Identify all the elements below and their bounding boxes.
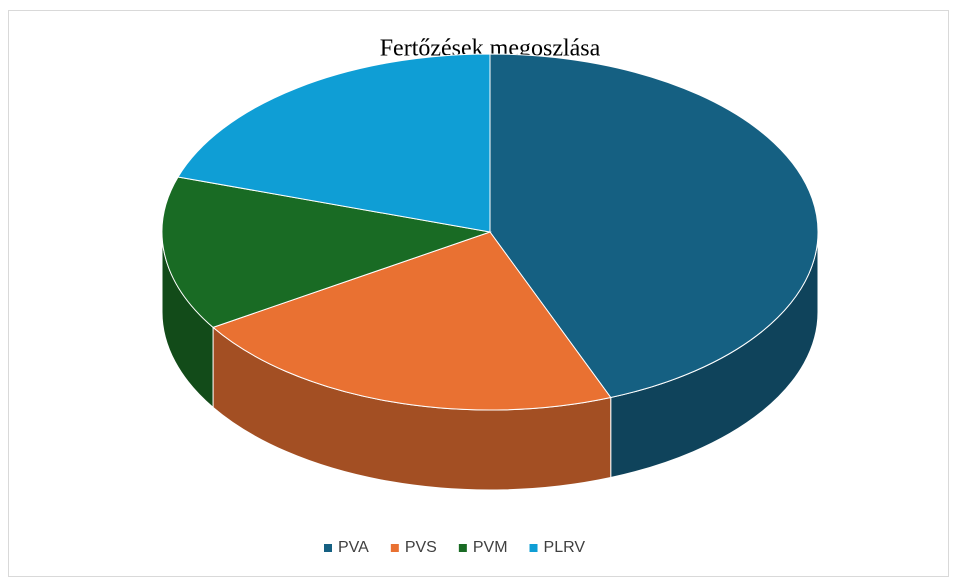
pie-slice (489, 53, 819, 399)
legend-label: PLRV (544, 539, 586, 556)
legend-swatch (529, 544, 538, 552)
legend-swatch (458, 544, 467, 552)
legend-swatch (390, 544, 399, 552)
legend-swatch (324, 544, 332, 552)
pie-slice (161, 176, 492, 328)
pie-slice (212, 231, 612, 411)
legend-label: PVS (405, 539, 437, 556)
legend-label: PVM (473, 539, 508, 556)
legend-label: PVA (338, 539, 369, 556)
pie-slice (177, 53, 491, 233)
